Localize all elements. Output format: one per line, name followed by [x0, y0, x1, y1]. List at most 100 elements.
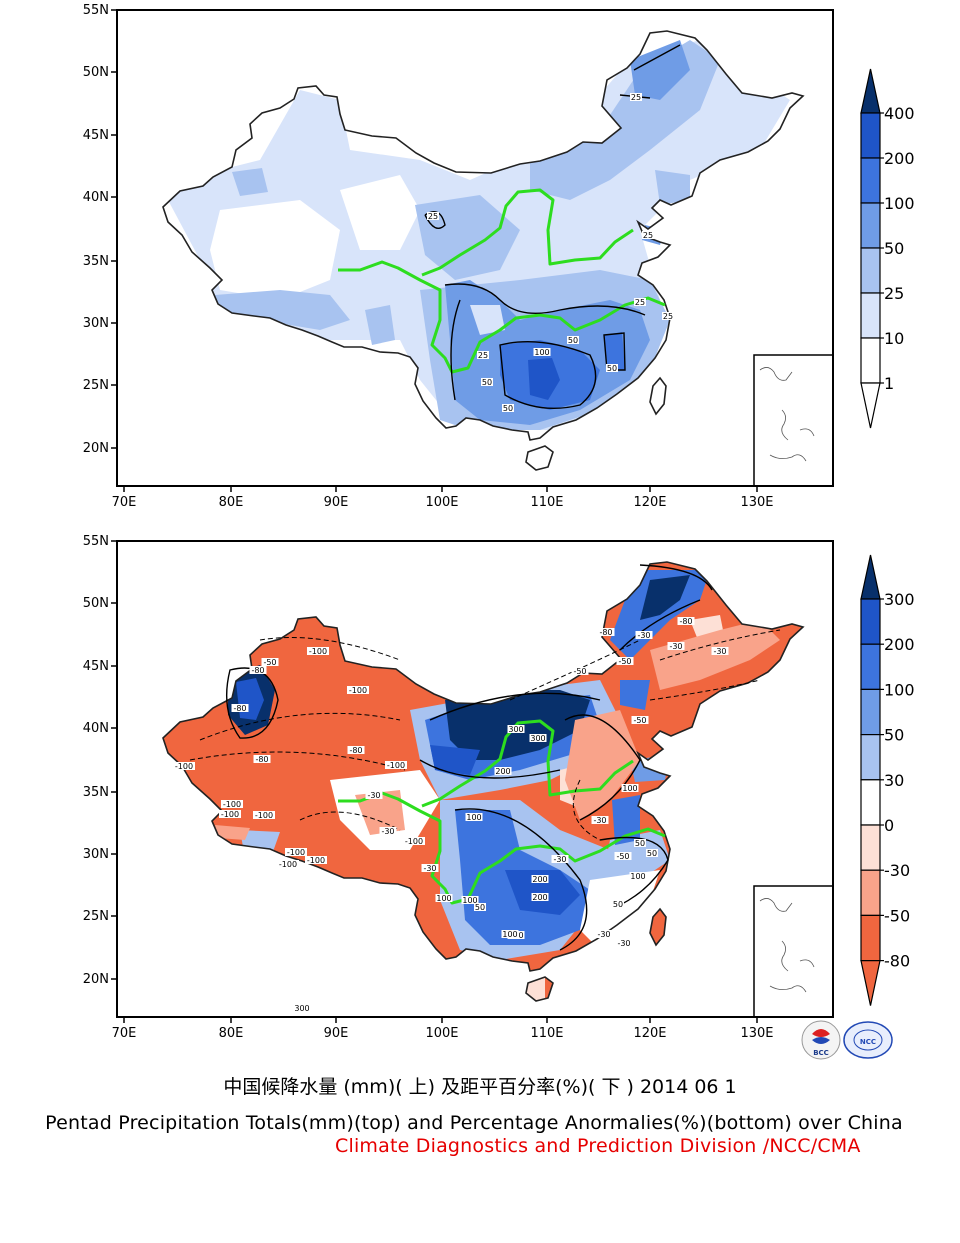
contour-label: -30 — [553, 855, 566, 864]
lon-tick-label: 100E — [425, 495, 458, 510]
colorbar-box — [860, 824, 881, 871]
contour-label: -50 — [573, 667, 586, 676]
contour-label: -100 — [175, 762, 193, 771]
contour-label: 25 — [478, 351, 488, 360]
colorbar-box — [860, 869, 881, 917]
contour-label: -100 — [223, 800, 241, 809]
contour-label: -80 — [255, 755, 268, 764]
colorbar-label: -30 — [884, 861, 910, 880]
contour-label: -80 — [233, 704, 246, 713]
contour-label: -100 — [255, 811, 273, 820]
contour-label: -80 — [349, 746, 362, 755]
contour-label: 100 — [502, 930, 517, 939]
contour-label: -100 — [279, 860, 297, 869]
contour-label: 50 — [568, 336, 578, 345]
lat-tick-label: 30N — [83, 847, 109, 862]
colorbar-box — [860, 292, 881, 339]
lon-tick-label: 130E — [740, 1026, 773, 1041]
english-caption: Pentad Precipitation Totals(mm)(top) and… — [45, 1112, 903, 1134]
lat-tick-label: 30N — [83, 316, 109, 331]
contour-label: 100 — [630, 872, 645, 881]
contour-label: 300 — [530, 734, 545, 743]
lat-tick-label: 55N — [83, 3, 109, 18]
svg-text:BCC: BCC — [813, 1049, 829, 1057]
contour-label: 200 — [495, 767, 510, 776]
lat-tick-label: 40N — [83, 190, 109, 205]
bottom-panel-anomaly-map: -50 -80 -100 -80 -80 -30 -50 -100 -80 -50 -50 -30 -3… — [83, 534, 915, 1041]
contour-line — [599, 836, 669, 906]
top-contours: 25 25 25 25 25 25 50 50 50 50 100 — [424, 44, 681, 413]
contour-label: 100 — [622, 784, 637, 793]
contour-label: 50 — [635, 839, 645, 848]
contour-label: -100 — [307, 856, 325, 865]
colorbar-box — [860, 779, 881, 826]
contour-label: -50 — [616, 852, 629, 861]
lon-tick-label: 130E — [740, 495, 773, 510]
contour-label: 50 — [482, 378, 492, 387]
svg-text:NCC: NCC — [860, 1038, 876, 1046]
contour-label: -50 — [618, 657, 631, 666]
contour-label: 25 — [428, 212, 438, 221]
colorbar-label: 100 — [884, 194, 915, 213]
colorbar-label: 50 — [884, 239, 904, 258]
top-colorbar: 400 200 100 50 25 10 1 — [860, 68, 915, 429]
contour-label: -30 — [713, 647, 726, 656]
colorbar-box — [860, 598, 881, 645]
colorbar-label: 25 — [884, 284, 904, 303]
colorbar-box — [860, 112, 881, 159]
contour-label: 300 — [294, 1004, 309, 1013]
contour-label: 50 — [503, 404, 513, 413]
lat-tick-label: 50N — [83, 65, 109, 80]
contour-label: -50 — [633, 716, 646, 725]
contour-line — [603, 332, 626, 371]
contour-label: 50 — [647, 849, 657, 858]
contour-label: 300 — [508, 725, 523, 734]
colorbar-label: 1 — [884, 374, 894, 393]
ncc-logo: NCC — [843, 1021, 893, 1059]
contour-line — [564, 714, 641, 821]
contour-label: 25 — [635, 298, 645, 307]
colorbar-label: 10 — [884, 329, 904, 348]
colorbar-label: 200 — [884, 149, 915, 168]
lon-tick-label: 80E — [219, 1026, 244, 1041]
top-south-china-sea-inset — [753, 354, 833, 486]
contour-label: -30 — [593, 816, 606, 825]
chinese-caption: 中国候降水量 (mm)( 上) 及距平百分率(%)( 下 ) 2014 06 1 — [223, 1076, 737, 1098]
contour-label: -80 — [599, 628, 612, 637]
bottom-contours: -50 -80 -100 -80 -80 -30 -50 -100 -80 -50 -50 -30 -3… — [173, 564, 781, 1013]
lon-tick-label: 70E — [112, 495, 137, 510]
contour-label: -30 — [423, 864, 436, 873]
top-panel-precipitation-map: 25 25 25 25 25 25 50 50 50 50 100 55N 50N 45N 40N 35N 3… — [83, 3, 915, 510]
lat-tick-label: 55N — [83, 534, 109, 549]
contour-label: 25 — [631, 93, 641, 102]
contour-label: -80 — [251, 666, 264, 675]
contour-label: -100 — [349, 686, 367, 695]
contour-line — [454, 808, 588, 951]
contour-line — [424, 211, 446, 229]
lat-tick-label: 35N — [83, 254, 109, 269]
bottom-south-china-sea-inset — [753, 885, 833, 1017]
colorbar-label: -50 — [884, 906, 910, 925]
lat-tick-label: 50N — [83, 596, 109, 611]
bottom-china-outline — [162, 561, 805, 1002]
contour-label: 200 — [532, 893, 547, 902]
lon-tick-label: 70E — [112, 1026, 137, 1041]
lat-tick-label: 25N — [83, 909, 109, 924]
contour-line — [444, 283, 646, 316]
lat-tick-label: 35N — [83, 785, 109, 800]
colorbar-box — [860, 688, 881, 736]
colorbar-label: 100 — [884, 680, 915, 699]
colorbar-box — [860, 643, 881, 691]
contour-label: -100 — [287, 848, 305, 857]
contour-line — [619, 564, 713, 651]
contour-label: -100 — [405, 837, 423, 846]
top-china-outline — [162, 30, 805, 471]
colorbar-label: 200 — [884, 635, 915, 654]
colorbar-label: 0 — [884, 816, 894, 835]
contour-label: 100 — [462, 896, 477, 905]
contour-label: 25 — [663, 312, 673, 321]
lon-tick-label: 100E — [425, 1026, 458, 1041]
contour-label: 100 — [466, 813, 481, 822]
colorbar-label: 400 — [884, 104, 915, 123]
